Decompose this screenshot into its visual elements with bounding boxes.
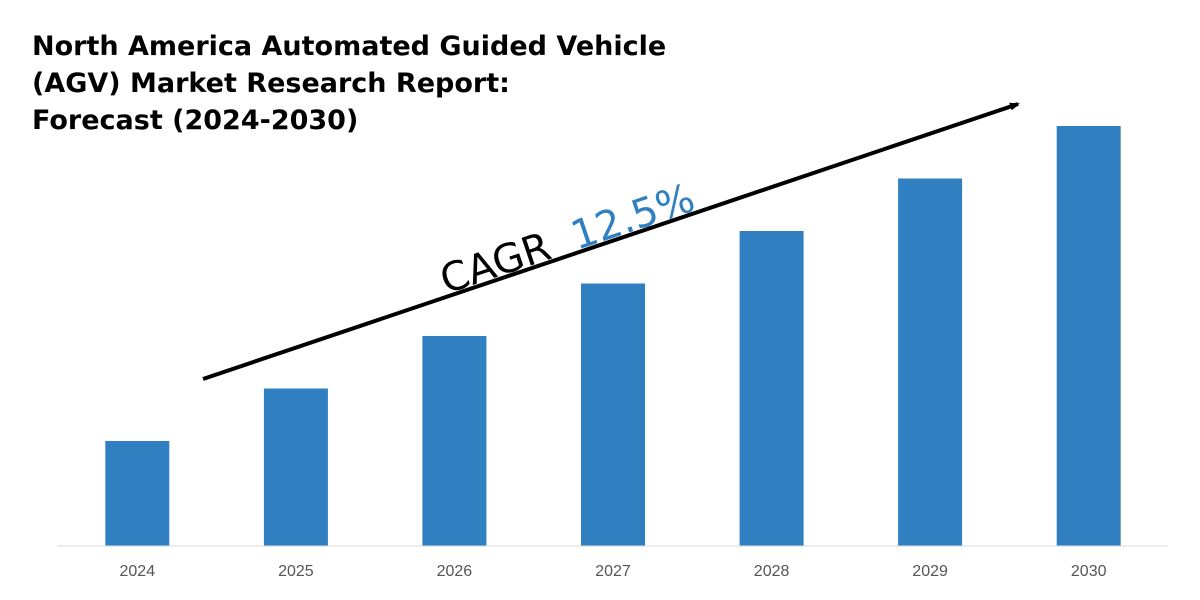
x-tick-label-2025: 2025 [278, 563, 314, 580]
chart-title: North America Automated Guided Vehicle (… [32, 28, 666, 139]
bar-2027 [581, 283, 645, 546]
bars-group [105, 126, 1121, 546]
bar-2029 [898, 178, 963, 546]
cagr-value: 12.5% [565, 175, 700, 259]
cagr-annotation: CAGR 12.5% [435, 175, 701, 303]
title-line-2: (AGV) Market Research Report: [32, 68, 510, 99]
x-tick-label-2026: 2026 [437, 563, 473, 580]
trend-arrow [202, 102, 1020, 381]
title-line-3: Forecast (2024-2030) [32, 105, 359, 136]
title-line-1: North America Automated Guided Vehicle [32, 31, 667, 62]
cagr-prefix: CAGR [435, 224, 557, 304]
bar-2025 [263, 388, 328, 546]
x-tick-label-2029: 2029 [912, 563, 948, 580]
x-tick-label-2028: 2028 [754, 563, 790, 580]
x-tick-label-2030: 2030 [1071, 563, 1107, 580]
bar-2030 [1056, 126, 1121, 546]
bar-2024 [105, 441, 170, 546]
bar-2028 [739, 231, 804, 546]
bar-2026 [422, 336, 487, 546]
tick-labels-group: 2024 2025 2026 2027 2028 2029 2030 [120, 563, 1107, 580]
x-tick-label-2027: 2027 [595, 563, 631, 580]
x-tick-label-2024: 2024 [120, 563, 156, 580]
